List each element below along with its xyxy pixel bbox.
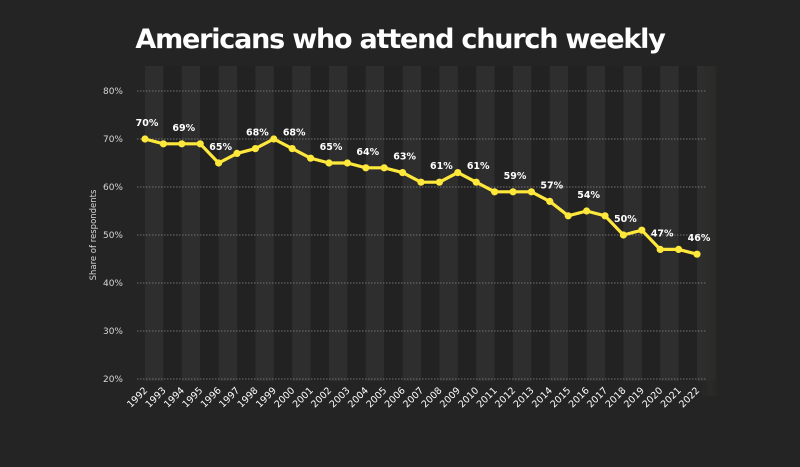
- background-stripe: [255, 66, 274, 381]
- background-stripe: [513, 66, 532, 381]
- background-stripe: [365, 66, 385, 381]
- data-point: [380, 164, 388, 172]
- data-point: [583, 207, 591, 215]
- background-stripe: [641, 66, 661, 381]
- data-point: [564, 212, 572, 220]
- data-label: 50%: [614, 214, 637, 225]
- background-stripe: [218, 66, 237, 381]
- data-label: 68%: [283, 128, 306, 139]
- background-stripe: [678, 66, 697, 381]
- data-point: [233, 149, 241, 157]
- background-stripe: [347, 66, 366, 381]
- data-label: 54%: [577, 190, 600, 201]
- data-label: 70%: [136, 118, 159, 129]
- y-tick-label: 60%: [103, 183, 123, 193]
- data-label: 65%: [209, 142, 232, 153]
- background-stripe: [273, 66, 293, 381]
- background-stripe: [384, 66, 403, 381]
- x-axis: 1992199319941995199619971998199920002001…: [125, 385, 702, 410]
- background-stripe: [457, 66, 477, 381]
- data-label: 68%: [246, 128, 269, 139]
- data-labels: 70% 69% 65% 68% 68% 65% 64% 63% 61% 61% 59% 57% 54% 5…: [136, 118, 711, 244]
- data-label: 69%: [172, 123, 195, 134]
- background-stripe: [494, 66, 513, 381]
- data-point: [159, 140, 167, 148]
- background-stripe: [181, 66, 201, 381]
- y-tick-label: 40%: [103, 279, 123, 289]
- data-point: [215, 159, 223, 167]
- data-point: [491, 188, 499, 196]
- right-edge-shade: [700, 66, 722, 396]
- data-label: 61%: [467, 161, 490, 172]
- data-point: [178, 140, 186, 148]
- y-axis: 20% 30% 40% 50% 60% 70% 80%: [103, 87, 123, 385]
- background-stripe: [531, 66, 550, 381]
- data-label: 65%: [320, 142, 343, 153]
- data-point: [693, 250, 701, 258]
- data-points: [141, 135, 701, 258]
- y-axis-title: Share of respondents: [89, 189, 99, 280]
- data-point: [527, 188, 536, 196]
- data-point: [362, 164, 370, 172]
- data-point: [141, 135, 149, 143]
- y-tick-label: 50%: [103, 231, 123, 241]
- background-stripe: [439, 66, 458, 381]
- data-point: [472, 178, 480, 186]
- background-stripe: [292, 66, 311, 381]
- data-point: [454, 169, 462, 177]
- data-label: 61%: [430, 161, 453, 172]
- background-stripe: [476, 66, 495, 381]
- background-stripe: [568, 66, 587, 381]
- y-tick-label: 20%: [103, 375, 123, 385]
- background-stripe: [586, 66, 605, 381]
- data-point: [619, 231, 628, 239]
- data-point: [601, 212, 609, 220]
- data-point: [435, 178, 443, 186]
- data-label: 46%: [688, 233, 711, 244]
- background-stripe: [421, 66, 440, 381]
- data-point: [251, 145, 259, 153]
- x-tick-label: 2022: [677, 385, 702, 410]
- gridlines: [137, 90, 706, 380]
- data-point: [675, 245, 683, 253]
- data-label: 47%: [651, 228, 674, 239]
- background-stripe: [660, 66, 679, 381]
- y-tick-label: 70%: [103, 135, 123, 145]
- data-point: [638, 226, 646, 234]
- data-point: [399, 169, 407, 177]
- data-point: [417, 178, 425, 186]
- data-label: 64%: [356, 147, 379, 158]
- data-point: [196, 140, 204, 148]
- background-stripe: [402, 66, 421, 381]
- background-stripe: [329, 66, 348, 381]
- data-label: 63%: [393, 152, 416, 163]
- chart-title: Americans who attend church weekly: [135, 24, 665, 55]
- data-point: [288, 145, 296, 153]
- background-stripe: [163, 66, 182, 381]
- data-point: [307, 154, 315, 162]
- data-point: [656, 245, 664, 253]
- y-tick-label: 80%: [103, 87, 123, 97]
- background-stripe: [623, 66, 642, 381]
- data-label: 57%: [540, 180, 563, 191]
- y-tick-label: 30%: [103, 327, 123, 337]
- data-point: [325, 159, 333, 167]
- background-stripe: [200, 66, 219, 381]
- data-point: [546, 197, 554, 205]
- background-stripe: [145, 66, 164, 381]
- background-stripe: [549, 66, 569, 381]
- data-point: [509, 188, 517, 196]
- background-stripe: [310, 66, 329, 381]
- background-stripe: [237, 66, 256, 381]
- data-point: [343, 159, 351, 167]
- data-point: [270, 135, 278, 143]
- data-label: 59%: [504, 171, 527, 182]
